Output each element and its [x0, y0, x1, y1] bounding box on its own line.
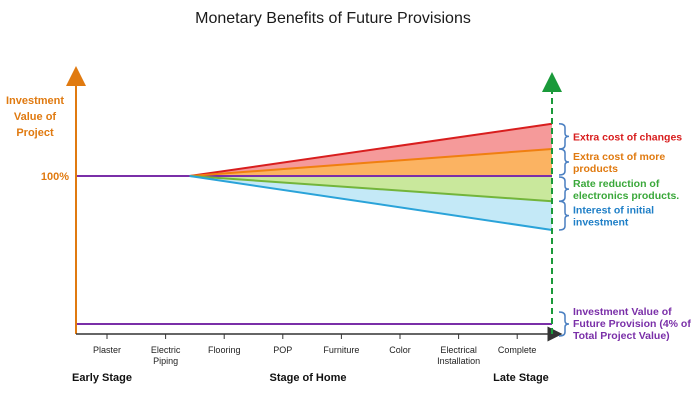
late-stage-label: Late Stage [493, 372, 549, 384]
chart-title: Monetary Benefits of Future Provisions [195, 10, 471, 27]
y-axis-label-line-3: Project [16, 127, 54, 139]
band-label: Extra cost of more products [573, 151, 665, 175]
brace [558, 176, 570, 202]
x-ticks: Plaster Electric Piping Flooring POP Furnitur… [93, 334, 536, 366]
band-label: Rate reduction of electronics products. [573, 178, 679, 202]
lines-layer [76, 122, 553, 325]
x-tick-label: Electric Piping [151, 345, 181, 366]
x-tick-label: POP [273, 345, 292, 355]
y-axis-label-line-2: Value of [14, 111, 57, 123]
x-tick-label: Color [389, 345, 411, 355]
band-edge-4 [189, 175, 553, 231]
annotations: Extra cost of changes Extra cost of more p… [558, 123, 691, 342]
brace [558, 123, 570, 150]
band-edge-3 [189, 175, 553, 203]
future-provision-label: Investment Value of Future Provision (4% … [573, 306, 691, 342]
brace [558, 311, 570, 337]
stage-of-home-label: Stage of Home [269, 372, 346, 384]
y-axis-label-line-1: Investment [6, 95, 64, 107]
band-edge-1 [189, 122, 553, 177]
x-tick-label: Electrical Installation [437, 345, 480, 366]
band-label: Extra cost of changes [573, 131, 682, 143]
brace [558, 200, 570, 231]
band-label: Interest of initial investment [573, 205, 654, 229]
band-edge-2 [189, 148, 553, 177]
x-tick-label: Complete [498, 345, 537, 355]
y-axis-label: Investment Value of Project [6, 95, 64, 139]
x-tick-label: Plaster [93, 345, 121, 355]
x-tick-label: Flooring [208, 345, 241, 355]
x-tick-label: Furniture [323, 345, 359, 355]
y-reference-label: 100% [41, 171, 69, 183]
brace [558, 148, 570, 176]
early-stage-label: Early Stage [72, 372, 132, 384]
